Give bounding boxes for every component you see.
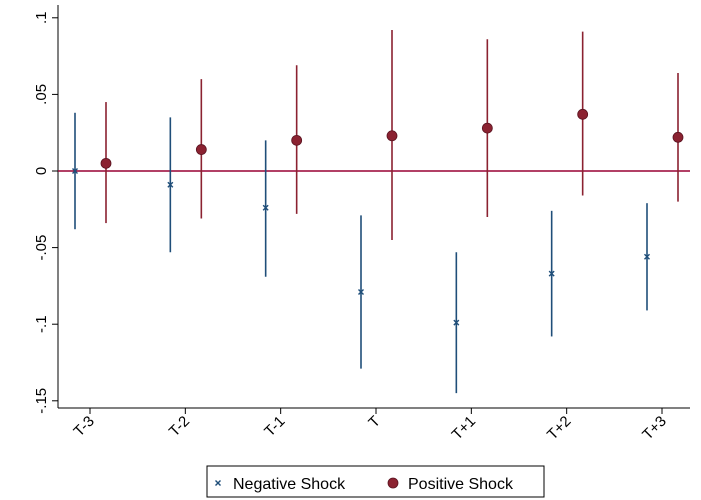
positive-shock-point bbox=[386, 130, 398, 142]
y-tick-label: -.05 bbox=[33, 235, 50, 261]
x-marker-stroke bbox=[548, 270, 555, 277]
legend-label-negative-shock: Negative Shock bbox=[233, 476, 346, 493]
negative-shock-point bbox=[72, 168, 78, 174]
negative-shock-point bbox=[644, 253, 650, 260]
y-tick-label: -.1 bbox=[33, 315, 50, 333]
y-tick-label: .05 bbox=[33, 84, 50, 105]
x-tick-label: T bbox=[365, 413, 384, 432]
legend: Negative Shock Positive Shock bbox=[206, 465, 545, 498]
x-marker-stroke bbox=[72, 168, 78, 174]
x-tick-label: T-2 bbox=[166, 413, 193, 440]
negative-shock-point bbox=[358, 289, 364, 296]
x-tick-label: T-1 bbox=[261, 413, 288, 440]
x-marker-stroke bbox=[644, 253, 650, 260]
x-tick-label: T-3 bbox=[70, 413, 97, 440]
negative-shock-point bbox=[167, 181, 174, 188]
x-marker-stroke bbox=[358, 289, 364, 296]
negative-shock-point bbox=[453, 319, 460, 326]
legend-label-positive-shock: Positive Shock bbox=[408, 476, 514, 493]
positive-shock-point bbox=[577, 108, 589, 120]
x-tick-label: T+1 bbox=[449, 413, 480, 444]
positive-shock-point bbox=[672, 131, 684, 143]
y-tick-label: .1 bbox=[33, 12, 50, 25]
y-tick-label: -.15 bbox=[33, 388, 50, 414]
negative-shock-point bbox=[548, 270, 555, 277]
x-marker-stroke bbox=[453, 319, 460, 326]
x-tick-label: T+2 bbox=[544, 413, 575, 444]
plot-region: .1 .05 0 -.05 -.1 -.15 T-3 T-2 T-1 T T+1 T+2 T+3 bbox=[33, 5, 690, 443]
legend-key-positive-shock bbox=[387, 477, 399, 489]
positive-shock-point bbox=[291, 134, 303, 146]
positive-shock-point bbox=[100, 157, 112, 169]
x-tick-label: T+3 bbox=[639, 413, 670, 444]
y-tick-label: 0 bbox=[33, 167, 50, 175]
x-marker-stroke bbox=[167, 181, 174, 188]
legend-box bbox=[206, 465, 545, 498]
positive-shock-point bbox=[195, 144, 207, 155]
x-marker-stroke bbox=[262, 204, 269, 211]
positive-shock-point bbox=[481, 122, 493, 134]
legend-key-negative-shock bbox=[215, 480, 221, 486]
negative-shock-point bbox=[262, 204, 269, 211]
x-marker-stroke bbox=[215, 480, 221, 486]
